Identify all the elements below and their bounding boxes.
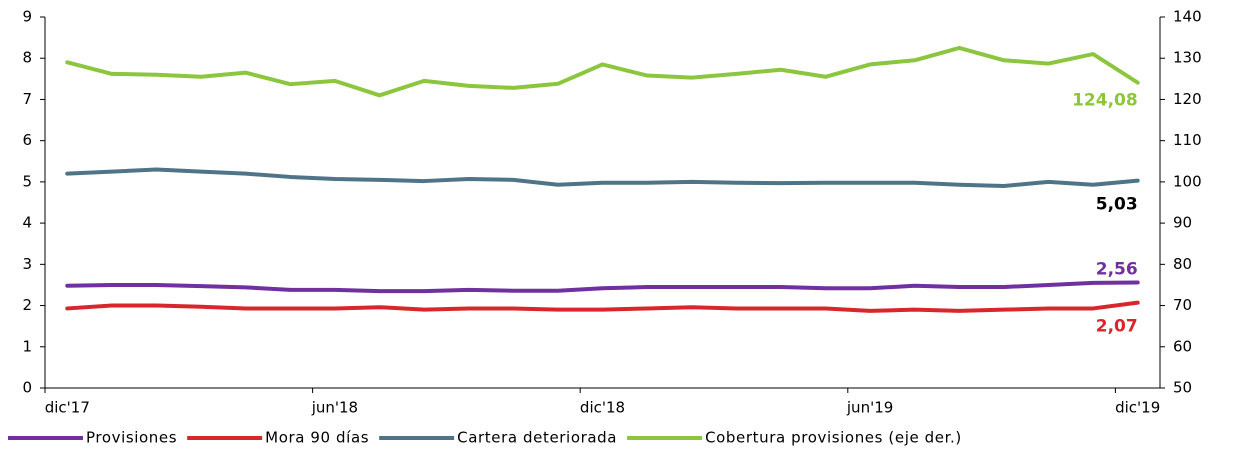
legend-label: Provisiones: [86, 429, 177, 447]
x-tick-label: jun'19: [846, 399, 893, 417]
data-label: 124,08: [1072, 91, 1138, 111]
x-tick-label: dic'19: [1115, 399, 1160, 417]
legend-label: Cobertura provisiones (eje der.): [705, 429, 962, 447]
y-tick-label: 0: [22, 379, 32, 397]
x-tick-label: dic'17: [45, 399, 90, 417]
y2-tick-label: 120: [1173, 90, 1202, 108]
y2-tick-label: 140: [1173, 8, 1202, 26]
data-label: 2,07: [1096, 317, 1138, 337]
data-label: 2,56: [1096, 259, 1138, 279]
line: [65, 300, 1140, 313]
line: [65, 45, 1140, 98]
y2-tick-label: 100: [1173, 172, 1202, 190]
y2-tick-label: 80: [1173, 255, 1192, 273]
y-tick-label: 2: [22, 296, 32, 314]
y-tick-label: 6: [22, 131, 32, 149]
y2-tick-label: 50: [1173, 379, 1192, 397]
x-tick-label: jun'18: [311, 399, 358, 417]
y2-tick-label: 90: [1173, 214, 1192, 232]
y2-tick-label: 70: [1173, 296, 1192, 314]
data-label: 5,03: [1096, 195, 1138, 215]
legend-label: Cartera deteriorada: [457, 429, 617, 447]
x-tick-label: dic'18: [580, 399, 625, 417]
legend-label: Mora 90 días: [265, 429, 369, 447]
y-tick-label: 9: [22, 8, 32, 26]
y-tick-label: 1: [22, 337, 32, 355]
line: [65, 167, 1140, 189]
y-tick-label: 5: [22, 172, 32, 190]
y-tick-label: 4: [22, 214, 32, 232]
y-tick-label: 7: [22, 90, 32, 108]
y2-tick-label: 60: [1173, 337, 1192, 355]
y-tick-label: 3: [22, 255, 32, 273]
y-tick-label: 8: [22, 49, 32, 67]
y2-tick-label: 130: [1173, 49, 1202, 67]
line: [65, 280, 1140, 294]
y2-tick-label: 110: [1173, 131, 1202, 149]
